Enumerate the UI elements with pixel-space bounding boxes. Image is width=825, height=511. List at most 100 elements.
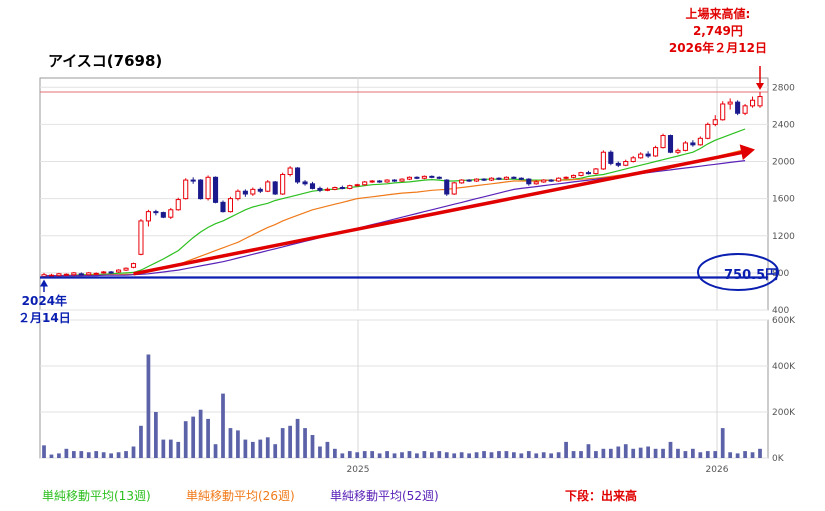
candle-body: [436, 176, 442, 179]
candle-body: [533, 181, 539, 185]
candle-body: [727, 101, 733, 105]
candle: [317, 186, 323, 193]
candle-body: [608, 151, 614, 164]
candle: [720, 101, 726, 121]
candle: [675, 148, 681, 155]
candle: [735, 100, 741, 116]
volume-bar: [206, 418, 210, 458]
volume-bar: [86, 452, 91, 458]
volume-bar: [340, 453, 345, 458]
candle-body: [399, 178, 405, 182]
candle: [630, 155, 636, 163]
candle: [280, 172, 286, 195]
candle: [227, 196, 234, 213]
candle: [623, 159, 629, 167]
candle: [466, 179, 472, 182]
candle: [749, 96, 756, 108]
candle-body: [705, 123, 711, 139]
volume-bar: [101, 452, 106, 458]
volume-bar: [429, 452, 434, 458]
candle-body: [548, 179, 554, 182]
candle: [548, 179, 554, 182]
volume-bar: [571, 451, 576, 458]
volume-bar: [191, 416, 196, 458]
volume-bar: [288, 425, 292, 458]
volume-bar: [750, 452, 755, 458]
candle-body: [466, 179, 472, 182]
candle-body: [451, 182, 457, 195]
candle: [108, 271, 114, 274]
candle: [444, 179, 450, 196]
volume-bar: [236, 430, 240, 458]
price-tick-label: 400: [772, 306, 789, 316]
candle-body: [593, 168, 599, 175]
legend-ma13: 単純移動平均(13週): [42, 489, 151, 503]
volume-bar: [691, 448, 695, 458]
candle-body: [623, 161, 629, 166]
volume-bar: [273, 444, 278, 458]
candle-body: [339, 187, 345, 190]
candle: [138, 219, 144, 256]
volume-tick-label: 200K: [772, 408, 796, 418]
volume-bar: [728, 452, 733, 458]
volume-bar: [139, 425, 143, 458]
candle-body: [690, 142, 696, 146]
candle-body: [175, 199, 181, 211]
candle-body: [585, 172, 592, 175]
candle-body: [93, 272, 99, 275]
candle: [496, 177, 502, 181]
volume-bar: [303, 428, 307, 458]
volume-bar: [504, 451, 509, 458]
volume-bar: [608, 448, 613, 458]
price-panel-frame: [39, 77, 769, 311]
price-panel: 400 800 1200 1600 2000 2400 2800: [39, 77, 795, 316]
candle: [347, 184, 353, 190]
volume-bar: [392, 453, 397, 458]
volume-bar: [71, 451, 76, 458]
candle: [78, 272, 84, 276]
candle: [503, 176, 509, 181]
candle: [123, 267, 129, 272]
candle-body: [377, 180, 383, 183]
candle-body: [71, 272, 77, 276]
candle: [563, 176, 569, 180]
volume-bar: [221, 393, 225, 458]
volume-bar: [168, 439, 173, 458]
candle-body: [675, 149, 681, 153]
candle: [242, 189, 248, 197]
volume-bar: [646, 446, 650, 458]
candle-body: [735, 101, 741, 114]
volume-bar: [444, 452, 449, 458]
volume-bar: [250, 441, 255, 458]
candle-body: [257, 188, 263, 192]
candle: [198, 179, 204, 200]
volume-bar: [653, 448, 658, 458]
volume-bar: [407, 451, 412, 458]
candle-body: [153, 211, 159, 214]
candle: [391, 179, 398, 182]
candle-body: [615, 162, 621, 166]
volume-panel: 0K 200K 400K 600K 2025 2026: [39, 316, 796, 475]
candle: [615, 161, 621, 168]
volume-bar: [743, 451, 747, 458]
candle-body: [742, 105, 748, 114]
volume-bar: [310, 435, 315, 458]
volume-bar: [265, 437, 270, 458]
candle: [190, 177, 196, 184]
volume-bar: [713, 451, 718, 458]
volume-bar: [131, 446, 136, 458]
candle: [556, 177, 562, 182]
candle-body: [429, 175, 435, 178]
candle-body: [116, 269, 122, 273]
price-tick-label: 1600: [772, 195, 795, 205]
candle: [690, 140, 696, 147]
volume-bar: [400, 452, 404, 458]
volume-bar: [720, 428, 725, 458]
candle: [354, 183, 360, 187]
candle-body: [697, 137, 703, 146]
candle: [257, 187, 263, 194]
candle: [481, 178, 487, 182]
candle: [578, 171, 584, 177]
candle-body: [101, 271, 107, 274]
volume-bar: [109, 453, 113, 458]
